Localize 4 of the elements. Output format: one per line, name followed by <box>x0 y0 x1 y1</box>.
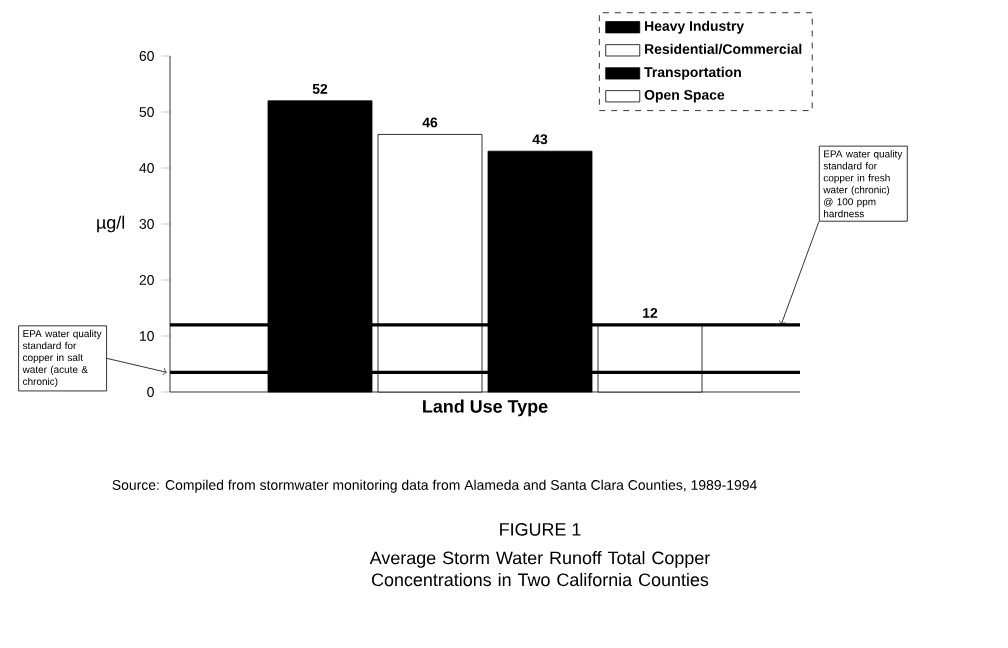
x-axis-title: Land Use Type <box>423 399 548 417</box>
y-axis-title: µg/l <box>97 215 125 233</box>
text: Average Storm Water Runoff Total Copper Concentrations in Two California Counties <box>369 551 710 587</box>
text: FIGURE 1 <box>500 523 581 536</box>
